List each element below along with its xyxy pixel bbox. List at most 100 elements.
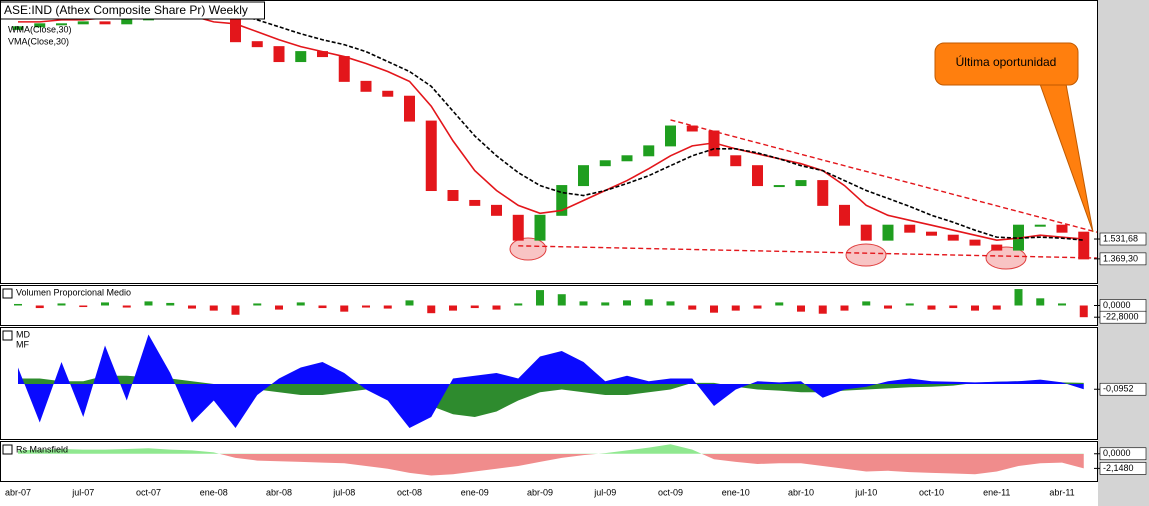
highlight-ellipse <box>509 237 547 261</box>
candle <box>404 95 415 122</box>
candle <box>1034 224 1046 227</box>
x-tick-label: ene-10 <box>722 487 750 497</box>
candle <box>926 231 937 236</box>
candle <box>34 23 46 28</box>
candle <box>969 239 981 246</box>
x-tick-label: ene-08 <box>200 487 228 497</box>
bar <box>731 305 740 311</box>
bar <box>188 305 196 309</box>
x-tick-label: jul-09 <box>593 487 616 497</box>
bar <box>840 305 849 311</box>
bar <box>405 300 414 306</box>
callout-box <box>934 42 1079 86</box>
x-tick-label: jul-08 <box>332 487 355 497</box>
bar <box>318 305 327 309</box>
bar <box>57 303 66 306</box>
bar <box>557 294 566 306</box>
candle <box>56 23 67 26</box>
x-tick-label: oct-09 <box>658 487 683 497</box>
bar <box>753 305 762 309</box>
candle <box>77 21 89 25</box>
candle <box>99 21 111 25</box>
bar <box>884 305 892 309</box>
panel-icon <box>2 288 13 299</box>
candle <box>230 16 241 43</box>
chart-title: ASE:IND (Athex Composite Share Pr) Weekl… <box>4 3 248 17</box>
value-box <box>1099 447 1147 461</box>
value-box <box>1099 310 1147 324</box>
x-tick-label: abr-08 <box>266 487 292 497</box>
legend-entry: WMA(Close,30) <box>8 24 72 34</box>
highlight-ellipse <box>845 243 887 267</box>
candle <box>621 155 633 162</box>
legend-entry: MF <box>16 339 29 349</box>
bar <box>818 305 827 314</box>
x-tick-label: oct-10 <box>919 487 944 497</box>
panel-icon <box>2 330 13 341</box>
x-tick-label: oct-07 <box>136 487 161 497</box>
bar <box>666 301 675 306</box>
bar <box>862 301 871 306</box>
x-tick-label: ene-09 <box>461 487 489 497</box>
candle <box>425 120 437 192</box>
annotation: Última oportunidad <box>956 54 1057 69</box>
bar <box>122 305 131 308</box>
y-tick-label: -0,0952 <box>1103 384 1134 394</box>
value-box <box>1099 252 1147 266</box>
bar <box>536 290 544 306</box>
x-tick-label: abr-09 <box>527 487 553 497</box>
bar <box>470 305 479 309</box>
bar <box>644 299 653 306</box>
candle <box>599 160 611 167</box>
bar <box>296 302 305 306</box>
candle <box>360 80 372 92</box>
candle <box>752 165 763 187</box>
bar <box>579 301 588 306</box>
bar <box>1036 298 1045 306</box>
candle <box>947 234 959 241</box>
panel-title: Volumen Proporcional Medio <box>16 287 131 297</box>
bar <box>101 302 109 306</box>
candle <box>534 214 546 241</box>
trendline <box>518 245 1097 259</box>
candle <box>730 155 742 167</box>
bar <box>144 301 153 306</box>
value-box <box>1099 382 1147 396</box>
candle <box>991 244 1003 251</box>
y-tick-label: -2,1480 <box>1103 463 1134 473</box>
value-box <box>1099 232 1147 246</box>
candle <box>447 190 459 201</box>
bar <box>35 305 44 309</box>
bar <box>927 305 936 310</box>
candle <box>665 125 676 147</box>
bar <box>253 303 262 306</box>
bar <box>492 305 501 310</box>
bar <box>231 305 240 315</box>
candle <box>643 145 655 157</box>
candle <box>491 204 502 216</box>
bar <box>623 300 631 306</box>
x-tick-label: jul-07 <box>71 487 94 497</box>
bar <box>1058 303 1066 306</box>
candle <box>860 224 872 241</box>
candle <box>686 125 698 132</box>
x-tick-label: abr-10 <box>788 487 814 497</box>
bar <box>383 305 392 309</box>
candle <box>273 46 285 63</box>
y-tick-label: -22,8000 <box>1103 312 1139 322</box>
panel-icon <box>2 444 13 455</box>
candle <box>512 214 524 241</box>
bar <box>209 305 218 311</box>
candle <box>12 26 24 30</box>
panel-title: Rs Mansfield <box>16 444 68 454</box>
bar <box>166 302 175 306</box>
candle <box>1078 231 1090 260</box>
panel-border <box>0 441 1098 482</box>
bar <box>79 305 88 308</box>
bar <box>1014 289 1023 306</box>
bar <box>275 305 283 310</box>
candle <box>469 199 481 206</box>
candle <box>121 19 133 25</box>
candle <box>904 224 916 233</box>
